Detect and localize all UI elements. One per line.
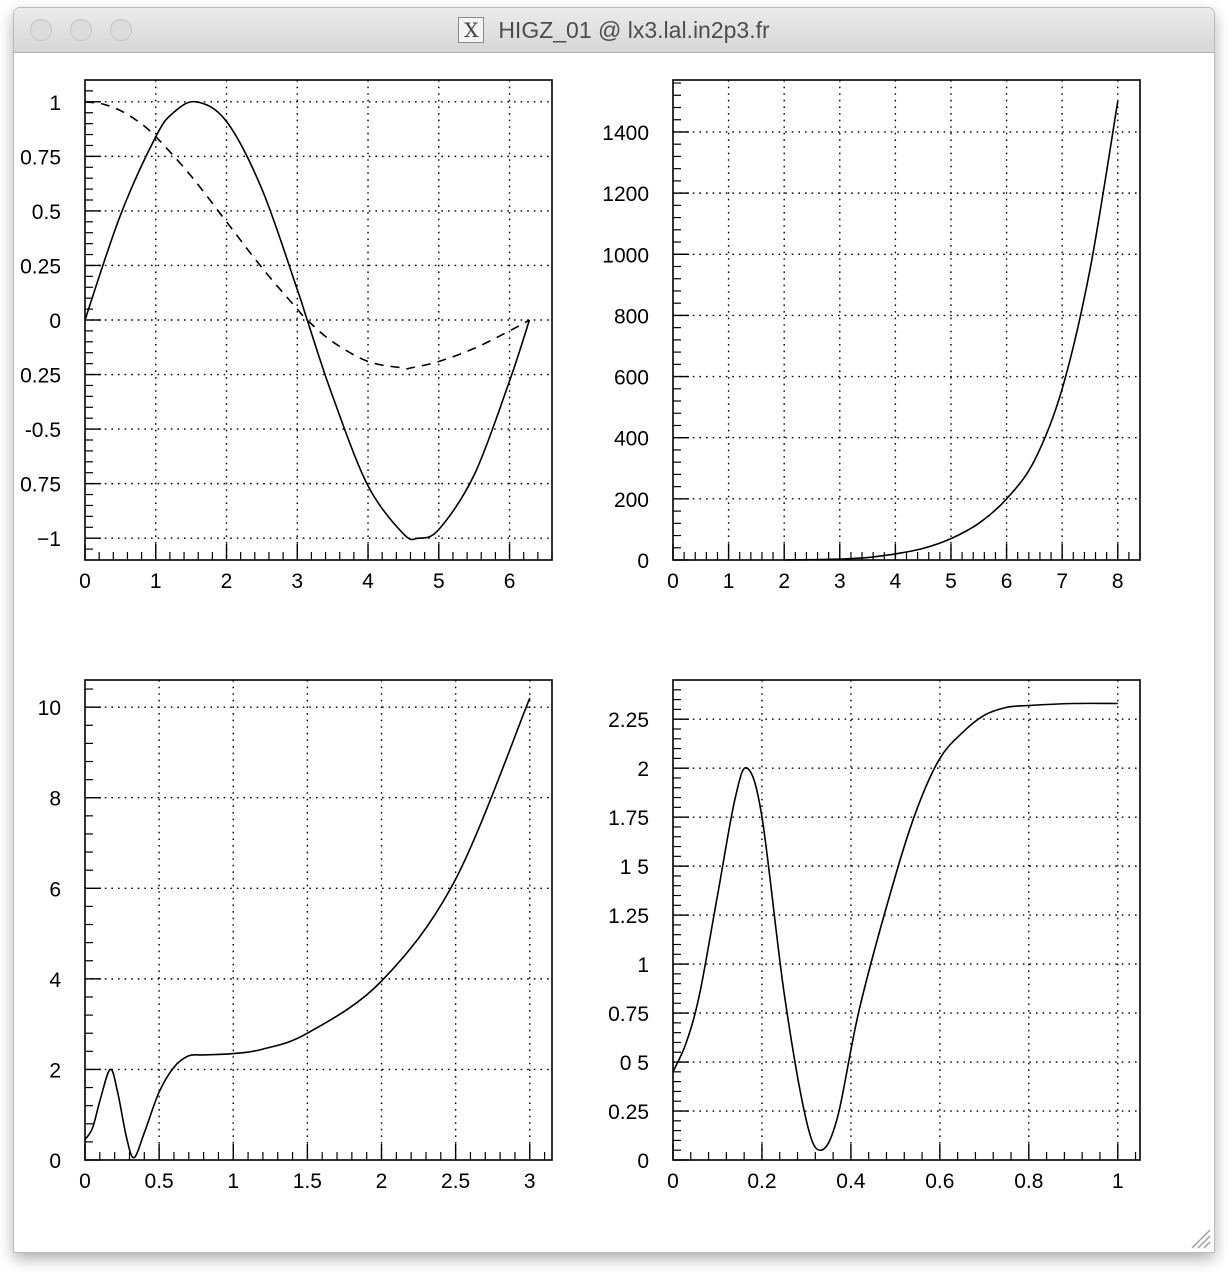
x11-icon: X xyxy=(458,17,485,43)
y-tick-label: 800 xyxy=(614,305,649,328)
chart-bottom-left: 0 0.5 1 1.5 2 2.5 3 0 2 4 6 8 10 xyxy=(38,679,553,1193)
x-tick-label: 0.4 xyxy=(836,1170,866,1193)
y-tick-label: 2 xyxy=(49,1059,61,1082)
y-tick-label: 0 xyxy=(637,1150,649,1173)
zoom-button[interactable] xyxy=(110,19,132,41)
x-tick-label: 1 xyxy=(723,570,735,593)
series-line-curve xyxy=(784,101,1119,561)
x-tick-label: 6 xyxy=(1001,570,1013,593)
x-tick-label: 0 xyxy=(667,1170,679,1193)
x-tick-label: 1 xyxy=(227,1170,239,1193)
y-tick-label: 1 xyxy=(637,954,649,977)
y-tick-label: 600 xyxy=(614,367,649,390)
series-line-dashed xyxy=(84,101,530,370)
series-line-curve xyxy=(672,702,1118,1152)
x-tick-label: 0.6 xyxy=(925,1170,954,1193)
y-tick-label: -0.5 xyxy=(25,419,61,442)
x-tick-label: 2 xyxy=(778,570,790,593)
y-tick-label: 1400 xyxy=(602,122,649,145)
y-tick-label: 400 xyxy=(614,428,649,451)
y-tick-label: 0.25 xyxy=(20,255,61,278)
x-tick-label: 5 xyxy=(945,570,957,593)
x-tick-label: 4 xyxy=(362,570,374,593)
x-tick-label: 2 xyxy=(376,1170,388,1193)
y-tick-label: 1 5 xyxy=(620,856,649,879)
y-tick-label: 0 5 xyxy=(620,1052,649,1075)
resize-grip-icon[interactable] xyxy=(1186,1224,1212,1250)
y-tick-label: −1 xyxy=(37,528,61,551)
window-title: HIGZ_01 @ lx3.lal.in2p3.fr xyxy=(498,16,770,43)
x-tick-label: 8 xyxy=(1112,570,1124,593)
x-tick-label: 0.8 xyxy=(1014,1170,1043,1193)
y-tick-label: 8 xyxy=(49,788,61,811)
window-title-group: X HIGZ_01 @ lx3.lal.in2p3.fr xyxy=(14,8,1214,52)
app-window: X HIGZ_01 @ lx3.lal.in2p3.fr 0 1 2 3 4 5 6 1 0.7… xyxy=(14,8,1214,1252)
y-tick-label: 1.75 xyxy=(608,807,649,830)
y-tick-label: 0 xyxy=(49,1150,61,1173)
x-tick-label: 0 xyxy=(79,1170,91,1193)
chart-top-left: 0 1 2 3 4 5 6 1 0.75 0.5 0.25 0 0.25 -0.5 0.75 −1 xyxy=(20,79,553,593)
x-tick-label: 1 xyxy=(1112,1170,1124,1193)
chart-bottom-right: 0 0.2 0.4 0.6 0.8 1 0 0.25 0 5 0.75 1 1.25 1 5 1.75 2 2… xyxy=(608,679,1141,1193)
chart-top-right: 0 1 2 3 4 5 6 7 8 0 200 400 600 800 1000 1200 1400 xyxy=(602,79,1141,593)
y-tick-label: 10 xyxy=(38,697,61,720)
y-tick-label: 0.75 xyxy=(20,146,61,169)
x-tick-label: 0.5 xyxy=(145,1170,174,1193)
x-tick-label: 1.5 xyxy=(293,1170,322,1193)
y-tick-label: 0.75 xyxy=(608,1003,649,1026)
y-tick-label: 0.25 xyxy=(608,1101,649,1124)
close-button[interactable] xyxy=(30,19,52,41)
plot-frame xyxy=(84,679,553,1161)
title-bar[interactable]: X HIGZ_01 @ lx3.lal.in2p3.fr xyxy=(14,8,1214,53)
y-tick-label: 1.25 xyxy=(608,905,649,928)
x-tick-label: 0 xyxy=(79,570,91,593)
x-tick-label: 5 xyxy=(433,570,445,593)
y-tick-label: 0.25 xyxy=(20,365,61,388)
x-tick-label: 6 xyxy=(504,570,516,593)
x-tick-label: 1 xyxy=(150,570,162,593)
x-tick-label: 2 xyxy=(221,570,233,593)
y-tick-label: 1200 xyxy=(602,183,649,206)
y-tick-label: 2.25 xyxy=(608,709,649,732)
x-tick-label: 3 xyxy=(524,1170,536,1193)
x-tick-label: 0.2 xyxy=(747,1170,776,1193)
plot-canvas: 0 1 2 3 4 5 6 1 0.75 0.5 0.25 0 0.25 -0.5 0.75 −1 0 1 2 3 4 5… xyxy=(14,53,1214,1252)
series-line-curve xyxy=(84,697,531,1159)
x-tick-label: 3 xyxy=(834,570,846,593)
y-tick-label: 1 xyxy=(49,92,61,115)
y-tick-label: 0.75 xyxy=(20,474,61,497)
plots-svg: 0 1 2 3 4 5 6 1 0.75 0.5 0.25 0 0.25 -0.5 0.75 −1 0 1 2 3 4 5… xyxy=(20,79,1141,1193)
y-tick-label: 4 xyxy=(49,969,61,992)
y-tick-label: 0 xyxy=(49,310,61,333)
x-tick-label: 3 xyxy=(291,570,303,593)
y-tick-label: 0 xyxy=(637,550,649,573)
y-tick-label: 6 xyxy=(49,878,61,901)
y-tick-label: 0.5 xyxy=(32,201,61,224)
x-tick-label: 7 xyxy=(1056,570,1068,593)
x-tick-label: 4 xyxy=(890,570,902,593)
x-tick-label: 0 xyxy=(667,570,679,593)
x-tick-label: 2.5 xyxy=(441,1170,470,1193)
plot-frame xyxy=(672,79,1141,561)
minimize-button[interactable] xyxy=(70,19,92,41)
y-tick-label: 1000 xyxy=(602,244,649,267)
plot-frame xyxy=(672,679,1141,1161)
y-tick-label: 2 xyxy=(637,758,649,781)
y-tick-label: 200 xyxy=(614,489,649,512)
series-line-solid xyxy=(84,100,531,541)
